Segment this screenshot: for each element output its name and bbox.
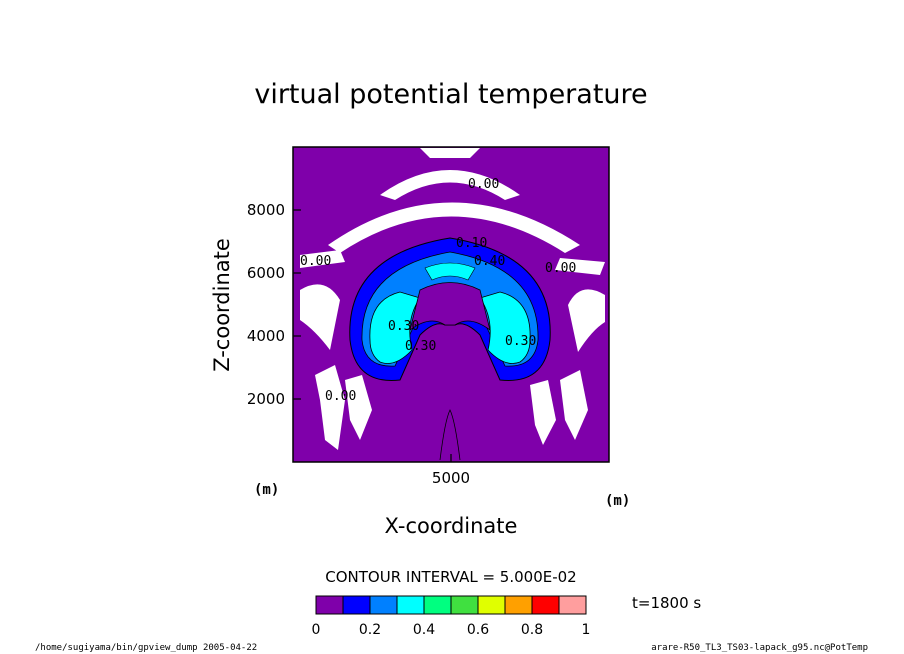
colorbar-tick-label: 0 bbox=[312, 622, 321, 638]
chart-title: virtual potential temperature bbox=[254, 79, 647, 110]
bubble-cyan-left bbox=[369, 291, 421, 364]
contour-label: 0.00 bbox=[545, 261, 576, 276]
y-tick-label: 2000 bbox=[247, 390, 285, 408]
bubble-cyan-top bbox=[424, 262, 476, 281]
y-axis-ticks: 2000 4000 6000 8000 bbox=[247, 201, 301, 408]
white-region-left bbox=[300, 284, 340, 350]
white-streak-right-1 bbox=[560, 370, 588, 440]
colorbar-swatch bbox=[423, 595, 452, 615]
colorbar-swatch bbox=[315, 595, 344, 615]
colorbar-tick-label: 1 bbox=[582, 622, 591, 638]
colorbar-swatch bbox=[504, 595, 533, 615]
colorbar-tick-label: 0.6 bbox=[467, 622, 489, 638]
white-band-right bbox=[555, 258, 605, 275]
y-axis-unit: (m) bbox=[254, 482, 279, 498]
contour-label: 0.30 bbox=[405, 339, 436, 354]
white-top-cap bbox=[420, 148, 480, 158]
contour-interval: CONTOUR INTERVAL = 5.000E-02 bbox=[325, 568, 576, 586]
colorbar-swatch bbox=[396, 595, 425, 615]
white-streak-left-2 bbox=[345, 375, 372, 440]
footer-right: arare-R50_TL3_TS03-lapack_g95.nc@PotTemp bbox=[651, 643, 868, 653]
plot-area: 0.00 0.00 0.00 0.00 0.10 0.40 0.30 0.30 … bbox=[292, 146, 610, 463]
white-streak-right-2 bbox=[530, 380, 556, 445]
white-band-left bbox=[300, 250, 345, 268]
colorbar-tick-label: 0.8 bbox=[521, 622, 543, 638]
y-tick-label: 6000 bbox=[247, 264, 285, 282]
colorbar-tick-label: 0.4 bbox=[413, 622, 435, 638]
x-tick-label: 5000 bbox=[432, 469, 470, 487]
contour-label: 0.30 bbox=[505, 334, 536, 349]
white-region-right bbox=[568, 289, 605, 352]
colorbar-swatch bbox=[450, 595, 479, 615]
contour-fill-white bbox=[300, 148, 605, 450]
stem-contour bbox=[439, 409, 461, 461]
x-axis-unit: (m) bbox=[605, 493, 630, 509]
white-streak-left-1 bbox=[315, 365, 345, 450]
y-tick-label: 8000 bbox=[247, 201, 285, 219]
contour-label: 0.40 bbox=[474, 254, 505, 269]
time-label: t=1800 s bbox=[632, 594, 701, 612]
contour-label: 0.10 bbox=[456, 236, 487, 251]
y-tick-label: 4000 bbox=[247, 327, 285, 345]
contour-label: 0.00 bbox=[468, 177, 499, 192]
thermal-bubble bbox=[349, 237, 551, 461]
contour-label: 0.30 bbox=[388, 319, 419, 334]
contour-label: 0.00 bbox=[300, 254, 331, 269]
colorbar-swatch bbox=[531, 595, 560, 615]
colorbar-swatch bbox=[369, 595, 398, 615]
colorbar-swatch bbox=[558, 595, 587, 615]
contour-labels: 0.00 0.00 0.00 0.00 0.10 0.40 0.30 0.30 … bbox=[300, 177, 576, 404]
white-band-top bbox=[380, 170, 520, 200]
colorbar-tick-label: 0.2 bbox=[359, 622, 381, 638]
colorbar-swatch bbox=[477, 595, 506, 615]
bubble-cyan-right bbox=[479, 291, 531, 364]
colorbar-ticks: 0 0.2 0.4 0.6 0.8 1 bbox=[312, 622, 591, 638]
colorbar bbox=[315, 595, 587, 615]
bubble-core bbox=[409, 282, 491, 331]
x-axis-label: X-coordinate bbox=[385, 514, 518, 538]
y-axis-label: Z-coordinate bbox=[210, 238, 234, 372]
contour-label: 0.00 bbox=[325, 389, 356, 404]
white-band-arch bbox=[328, 202, 580, 253]
x-axis-ticks: 5000 bbox=[432, 454, 470, 487]
colorbar-swatch bbox=[342, 595, 371, 615]
footer-left: /home/sugiyama/bin/gpview_dump 2005-04-2… bbox=[35, 643, 257, 653]
